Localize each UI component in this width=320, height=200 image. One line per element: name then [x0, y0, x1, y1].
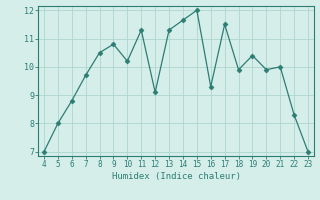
X-axis label: Humidex (Indice chaleur): Humidex (Indice chaleur) — [111, 172, 241, 181]
